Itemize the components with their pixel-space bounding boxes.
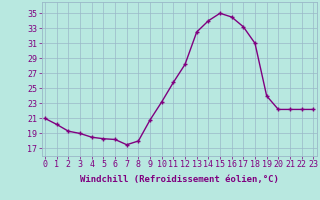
X-axis label: Windchill (Refroidissement éolien,°C): Windchill (Refroidissement éolien,°C) (80, 175, 279, 184)
